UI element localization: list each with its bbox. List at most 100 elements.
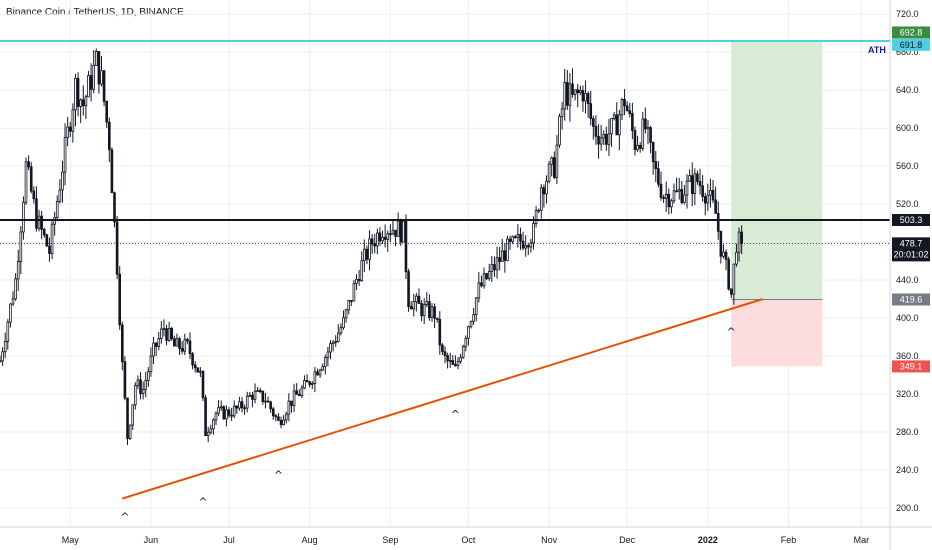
y-tick-label: 720.0 (896, 9, 919, 19)
candle-body (542, 187, 546, 195)
y-tick-label: 520.0 (896, 199, 919, 209)
candle-body (477, 282, 481, 299)
candle-body (399, 220, 403, 243)
candle-body (636, 145, 639, 151)
y-tick-label: 600.0 (896, 123, 919, 133)
candle-body (360, 260, 364, 282)
candle-body (264, 400, 267, 403)
candle-body (165, 328, 168, 341)
candle-body (71, 109, 75, 132)
candle-body (404, 220, 408, 273)
candle-body (292, 390, 296, 407)
candle-body (508, 238, 512, 242)
candle-body (32, 190, 36, 200)
candle-body (16, 261, 20, 280)
candle-body (412, 301, 416, 310)
candle-body (22, 201, 25, 233)
candle-body (3, 341, 7, 353)
candle-body (253, 390, 257, 400)
candle-body (84, 96, 88, 107)
candle-body (336, 332, 340, 342)
price-badge: 692.8 (900, 27, 923, 37)
candle-body (313, 371, 317, 384)
candle-body (563, 81, 567, 110)
candle-body (443, 351, 447, 356)
candle-body (261, 390, 265, 403)
candle-body (284, 413, 288, 421)
candle-body (157, 338, 161, 347)
candle-body (441, 344, 444, 353)
candle-body (370, 238, 374, 245)
candle-body (180, 348, 184, 352)
candle-body (394, 229, 397, 237)
price-badge: 691.8 (900, 40, 923, 50)
candle-body (677, 189, 681, 192)
countdown-badge: 20:01:02 (893, 249, 928, 259)
candle-body (113, 192, 116, 223)
candle-body (102, 70, 106, 102)
candle-body (271, 408, 275, 417)
candle-body (498, 257, 501, 262)
candle-body (152, 342, 155, 357)
candle-body (529, 242, 533, 248)
candle-body (521, 240, 525, 249)
loss-zone (731, 299, 823, 367)
candle-body (66, 126, 69, 138)
candle-body (204, 397, 207, 437)
candle-body (628, 110, 632, 114)
candle-body (620, 99, 624, 116)
candle-body (318, 369, 322, 376)
candle-body (110, 149, 114, 194)
y-tick-label: 680.0 (896, 47, 919, 57)
candle-body (664, 193, 668, 199)
y-tick-label: 320.0 (896, 389, 919, 399)
candle-body (657, 168, 660, 185)
candle-body (612, 114, 616, 119)
candle-body (446, 355, 449, 362)
y-tick-label: 240.0 (896, 465, 919, 475)
candle-body (490, 264, 494, 272)
candle-body (196, 367, 200, 373)
candle-body (188, 340, 192, 355)
candle-body (480, 282, 483, 287)
candle-body (334, 341, 338, 343)
candle-body (128, 424, 132, 439)
candle-body (344, 309, 348, 319)
candle-body (214, 412, 218, 421)
candle-body (248, 394, 252, 397)
price-badge-bg (892, 214, 930, 227)
candle-body (467, 326, 470, 339)
candle-body (407, 271, 410, 307)
candle-body (323, 357, 327, 367)
candle-body (646, 127, 650, 130)
candle-body (615, 114, 619, 136)
candle-body (589, 103, 593, 119)
x-tick-label: Nov (541, 535, 558, 545)
candle-body (417, 295, 421, 304)
candle-body (506, 238, 509, 261)
candle-body (186, 339, 189, 342)
chart-title: Binance Coin / TetherUS, 1D, BINANCE (6, 7, 184, 18)
candle-body (560, 108, 564, 117)
candle-body (240, 401, 244, 409)
candle-body (625, 105, 629, 112)
candle-body (118, 273, 122, 326)
candle-body (331, 342, 335, 345)
candle-body (45, 234, 49, 247)
candle-body (92, 64, 95, 90)
candle-body (428, 301, 431, 318)
ath-label: ATH (868, 45, 886, 55)
candle-body (227, 409, 231, 416)
candle-body (519, 234, 522, 242)
candle-body (690, 175, 694, 195)
candle-body (105, 101, 109, 123)
candle-body (175, 338, 179, 347)
candle-body (251, 394, 254, 400)
candle-body (430, 306, 434, 318)
candle-body (141, 388, 145, 394)
candle-body (670, 200, 673, 208)
candle-body (654, 161, 658, 170)
x-tick-label: Aug (302, 535, 318, 545)
candle-body (438, 319, 442, 346)
